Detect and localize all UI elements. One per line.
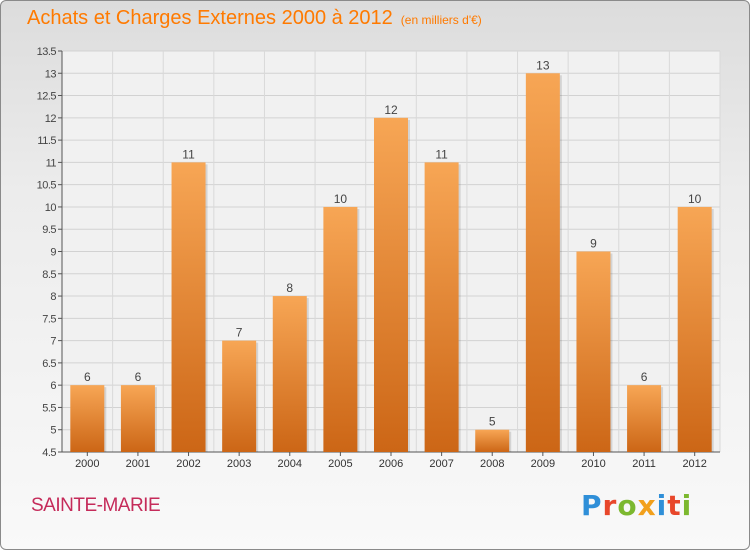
y-tick-label: 7.5 <box>42 313 56 325</box>
x-tick-label: 2010 <box>581 458 605 470</box>
x-tick-label: 2012 <box>682 458 706 470</box>
logo-letter: o <box>617 489 638 522</box>
logo-letter: t <box>667 489 682 522</box>
bars <box>70 73 714 453</box>
chart-title: Achats et Charges Externes 2000 à 2012 (e… <box>27 7 482 30</box>
x-tick-label: 2000 <box>75 458 99 470</box>
y-tick-label: 8 <box>50 291 56 303</box>
x-tick-label: 2001 <box>126 458 150 470</box>
bar <box>70 385 105 452</box>
logo-letter: i <box>656 489 668 522</box>
y-tick-label: 6.5 <box>42 358 56 370</box>
bar <box>424 162 459 452</box>
data-label: 5 <box>489 415 496 429</box>
logo-letter: x <box>637 489 657 522</box>
y-tick-label: 11 <box>46 157 57 169</box>
data-label: 6 <box>641 370 648 384</box>
proxiti-logo: Proxiti <box>581 489 692 522</box>
bar <box>677 206 712 452</box>
data-label: 6 <box>84 370 91 384</box>
chart-title-text: Achats et Charges Externes 2000 à 2012 <box>27 7 393 29</box>
data-label: 12 <box>384 103 398 117</box>
logo-letter: i <box>681 489 693 522</box>
data-label: 7 <box>236 326 243 340</box>
x-tick-label: 2006 <box>379 458 403 470</box>
y-tick-label: 9 <box>50 247 56 259</box>
y-tick-label: 7 <box>50 336 56 348</box>
x-tick-label: 2002 <box>176 458 200 470</box>
x-tick-label: 2004 <box>278 458 302 470</box>
y-tick-label: 8.5 <box>42 269 56 281</box>
bar <box>576 251 611 452</box>
logo-letter: r <box>602 489 618 522</box>
y-tick-label: 13 <box>45 68 57 80</box>
data-label: 11 <box>182 147 195 161</box>
logo-letter: P <box>581 489 603 522</box>
data-label: 10 <box>688 192 702 206</box>
y-tick-label: 12.5 <box>37 91 57 103</box>
y-tick-label: 5 <box>50 425 56 437</box>
data-label: 13 <box>536 58 550 72</box>
bar <box>525 73 560 453</box>
data-label: 9 <box>590 237 597 251</box>
bar <box>374 117 408 452</box>
bar <box>627 385 662 452</box>
y-tick-label: 11.5 <box>37 135 56 147</box>
y-tick-label: 10 <box>45 202 57 214</box>
chart-subtitle: (en milliers d'€) <box>400 13 482 27</box>
commune-name: SAINTE-MARIE <box>31 495 161 516</box>
labels: 4.5 5 5.5 6 6.5 7 7.5 8 8.5 9 9.5 10 10.5 11 11.5 12 12.… <box>37 46 707 470</box>
x-tick-label: 2008 <box>480 458 504 470</box>
bar <box>475 429 510 452</box>
y-tick-label: 4.5 <box>42 447 56 459</box>
data-label: 10 <box>334 192 348 206</box>
data-label: 8 <box>286 281 293 295</box>
y-tick-label: 12 <box>45 113 57 125</box>
data-label: 11 <box>435 147 448 161</box>
data-label: 6 <box>135 370 142 384</box>
x-tick-label: 2005 <box>328 458 352 470</box>
y-tick-label: 6 <box>50 380 56 392</box>
bar <box>222 340 257 452</box>
bar <box>323 206 358 452</box>
y-tick-label: 10.5 <box>37 180 57 192</box>
x-tick-label: 2011 <box>632 458 656 470</box>
bar <box>272 296 307 452</box>
y-tick-label: 9.5 <box>42 224 56 236</box>
x-tick-label: 2007 <box>429 458 453 470</box>
x-tick-label: 2003 <box>227 458 251 470</box>
y-tick-label: 5.5 <box>42 402 56 414</box>
bar <box>120 385 155 452</box>
x-tick-label: 2009 <box>531 458 555 470</box>
y-tick-label: 13.5 <box>37 46 57 58</box>
bar <box>171 162 206 452</box>
